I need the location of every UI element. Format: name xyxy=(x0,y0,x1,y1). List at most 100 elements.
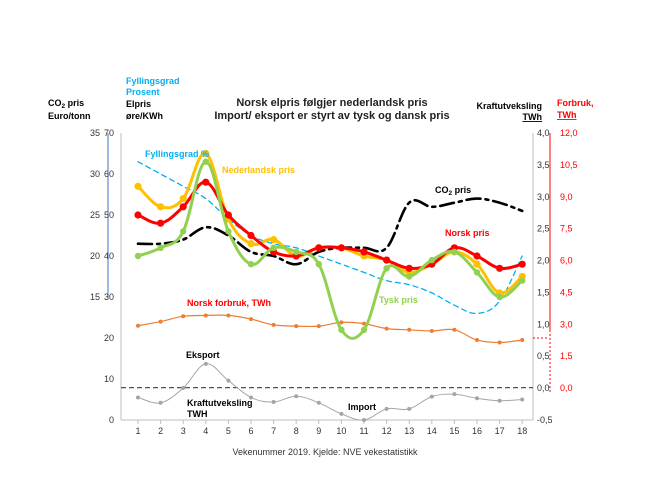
data-point-norsk-forbruk-twh xyxy=(294,324,299,329)
consumption-tick-label: 12,0 xyxy=(560,128,578,138)
co2-tick-label: 15 xyxy=(90,292,100,302)
series-line-fyllingsgrad xyxy=(137,161,523,315)
co2-axis-unit: Euro/tonn xyxy=(48,111,91,121)
data-point-norsk-forbruk-twh xyxy=(497,340,502,345)
x-tick-label: 11 xyxy=(359,426,368,436)
data-point-tysk-pris xyxy=(270,244,277,251)
data-point-tysk-pris xyxy=(293,248,300,256)
data-point-kraftutveksling-twh xyxy=(520,397,525,402)
data-point-kraftutveksling-twh xyxy=(271,399,276,404)
consumption-tick-label: 1,5 xyxy=(560,351,573,361)
data-point-norsk-pris xyxy=(496,264,504,272)
data-point-norsk-forbruk-twh xyxy=(407,327,412,332)
x-tick-label: 7 xyxy=(271,426,276,436)
data-point-norsk-forbruk-twh xyxy=(249,317,253,322)
data-point-nederlandsk-pris xyxy=(202,149,210,158)
exchange-tick-label: 4,0 xyxy=(537,128,550,138)
annotation-co2-co: CO xyxy=(435,185,449,195)
data-point-norsk-pris xyxy=(405,264,413,272)
data-point-tysk-pris xyxy=(202,158,209,165)
fill-axis-label: Fyllingsgrad xyxy=(126,76,180,86)
price-tick-label: 70 xyxy=(104,128,114,138)
chart-title-line-2: Import/ eksport er styrt av tysk og dans… xyxy=(214,110,449,122)
price-tick-label: 40 xyxy=(104,251,114,261)
co2-tick-label: 25 xyxy=(90,210,100,220)
data-point-norsk-forbruk-twh xyxy=(226,313,231,318)
annotation-co2-pris: CO2 pris xyxy=(435,185,471,197)
data-point-tysk-pris xyxy=(428,256,435,264)
annotation-co2-rest: pris xyxy=(452,185,471,195)
price-axis-unit: øre/KWh xyxy=(126,111,163,121)
series-line-co-pris xyxy=(136,197,524,266)
data-point-kraftutveksling-twh xyxy=(362,418,366,422)
series-layer xyxy=(134,149,526,422)
x-axis-label: Vekenummer 2019. Kjelde: NVE vekestatist… xyxy=(232,447,418,457)
data-point-nederlandsk-pris xyxy=(473,260,481,268)
x-tick-label: 16 xyxy=(472,426,482,436)
x-tick-label: 1 xyxy=(135,426,140,436)
data-point-norsk-forbruk-twh xyxy=(203,313,208,318)
data-point-tysk-pris xyxy=(157,244,164,251)
data-point-norsk-pris xyxy=(134,211,142,219)
data-point-tysk-pris xyxy=(406,273,413,280)
data-point-norsk-pris xyxy=(360,248,368,256)
data-point-kraftutveksling-twh xyxy=(407,406,412,411)
consumption-tick-label: 6,0 xyxy=(560,256,573,266)
data-point-nederlandsk-pris xyxy=(134,182,142,190)
consumption-tick-label: 7,5 xyxy=(560,224,573,234)
annotation-eksport: Eksport xyxy=(186,350,220,360)
consumption-tick-label: 0,0 xyxy=(560,383,573,393)
data-point-norsk-pris xyxy=(247,231,255,240)
x-tick-label: 12 xyxy=(382,426,392,436)
data-point-norsk-pris xyxy=(315,244,323,252)
data-point-norsk-pris xyxy=(202,178,210,186)
x-tick-label: 13 xyxy=(404,426,414,436)
data-point-norsk-pris xyxy=(473,252,481,260)
data-point-tysk-pris xyxy=(315,261,322,268)
co2-tick-label: 30 xyxy=(90,169,100,179)
data-point-kraftutveksling-twh xyxy=(136,395,140,400)
co2-axis-ticks: 15 20 25 30 35 xyxy=(90,128,100,302)
data-point-kraftutveksling-twh xyxy=(384,406,389,411)
data-point-tysk-pris xyxy=(519,277,526,284)
data-point-nederlandsk-pris xyxy=(179,195,187,203)
data-point-tysk-pris xyxy=(383,265,390,272)
data-point-kraftutveksling-twh xyxy=(226,378,231,383)
fill-axis-unit: Prosent xyxy=(126,87,160,97)
consumption-axis-ticks: 0,0 1,5 3,0 4,5 6,0 7,5 9,0 10,5 12,0 xyxy=(560,128,578,393)
price-tick-label: 20 xyxy=(104,333,114,343)
price-tick-label: 50 xyxy=(104,210,114,220)
data-point-kraftutveksling-twh xyxy=(158,400,163,405)
data-point-kraftutveksling-twh xyxy=(203,361,208,366)
data-point-norsk-forbruk-twh xyxy=(316,324,321,329)
price-tick-label: 60 xyxy=(104,169,114,179)
data-point-norsk-forbruk-twh xyxy=(429,329,434,334)
consumption-axis-label: Forbruk, xyxy=(557,98,594,108)
data-point-norsk-pris xyxy=(179,203,187,211)
x-tick-label: 3 xyxy=(181,426,186,436)
data-point-nederlandsk-pris xyxy=(270,236,278,244)
x-tick-label: 15 xyxy=(449,426,459,436)
exchange-tick-label: 0,5 xyxy=(537,351,550,361)
data-point-norsk-forbruk-twh xyxy=(362,321,366,326)
exchange-tick-label: 3,5 xyxy=(537,160,550,170)
data-point-norsk-pris xyxy=(518,260,526,268)
data-point-norsk-pris xyxy=(337,244,345,252)
data-point-norsk-forbruk-twh xyxy=(520,338,525,343)
exchange-axis-unit: TWh xyxy=(523,112,543,122)
consumption-axis-unit: TWh xyxy=(557,110,577,120)
data-point-tysk-pris xyxy=(247,261,255,268)
price-axis-label: Elpris xyxy=(126,99,151,109)
data-point-norsk-forbruk-twh xyxy=(181,314,186,319)
x-tick-label: 8 xyxy=(294,426,299,436)
chart-title-line-1: Norsk elpris følgjer nederlandsk pris xyxy=(236,97,427,109)
data-point-kraftutveksling-twh xyxy=(429,394,434,399)
exchange-tick-label: 1,0 xyxy=(537,319,550,329)
data-point-nederlandsk-pris xyxy=(247,240,255,248)
annotation-nederlandsk-pris: Nederlandsk pris xyxy=(222,165,295,175)
data-point-norsk-forbruk-twh xyxy=(271,322,276,327)
data-point-tysk-pris xyxy=(338,326,345,333)
annotation-tysk-pris: Tysk pris xyxy=(379,295,418,305)
annotation-co2-sub: 2 xyxy=(449,190,453,197)
